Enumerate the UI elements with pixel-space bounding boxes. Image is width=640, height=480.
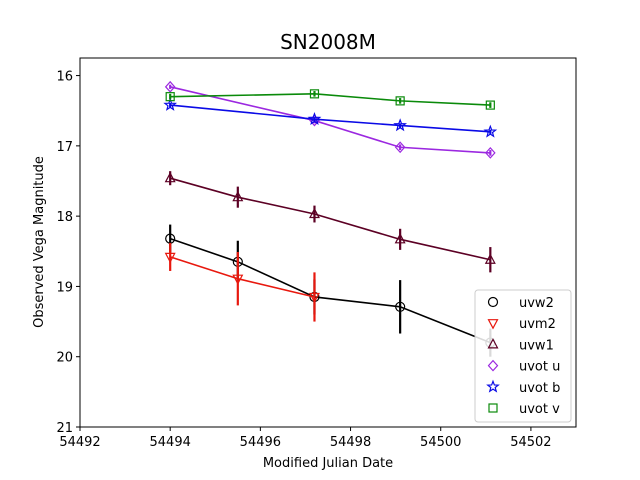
data-point-uvot-v <box>395 96 405 106</box>
series-line-uvm2 <box>169 256 315 298</box>
y-tick-label: 19 <box>56 280 73 295</box>
y-tick-label: 16 <box>56 70 73 85</box>
data-point-uvot-b <box>163 97 178 111</box>
data-point-uvot-u <box>164 80 176 93</box>
data-point-uvw1 <box>164 171 176 183</box>
legend-label-uvot-b: uvot b <box>519 381 560 396</box>
data-point-uvot-v <box>309 89 320 99</box>
series-uvw1 <box>164 171 496 273</box>
legend-marker-uvm2 <box>487 319 499 330</box>
legend-box <box>474 289 572 423</box>
chart-title: SN2008M <box>280 30 376 54</box>
x-tick-label: 54492 <box>59 435 100 450</box>
legend-marker-uvot-b <box>486 379 500 393</box>
x-tick-label: 54496 <box>240 435 281 450</box>
x-tick-label: 54494 <box>150 435 191 450</box>
x-tick-label: 54502 <box>510 435 551 450</box>
data-point-uvw1 <box>308 207 320 219</box>
legend-label-uvot-u: uvot u <box>519 360 560 375</box>
data-point-uvot-v <box>165 92 175 102</box>
data-point-uvw1 <box>394 233 406 244</box>
legend: uvw2 uvm2 uvw1 uvot u uvot b uvot v <box>474 289 572 423</box>
series-line-uvot-u <box>169 86 491 154</box>
legend-marker-uvw2 <box>487 296 499 308</box>
data-point-uvm2 <box>164 252 176 264</box>
legend-label-uvw2: uvw2 <box>519 296 554 311</box>
legend-marker-uvot-u <box>487 359 499 372</box>
data-point-uvot-u <box>394 141 406 154</box>
y-axis-ticks: 16 17 18 19 20 21 <box>56 70 80 436</box>
data-point-uvot-b <box>307 111 322 125</box>
y-axis-label: Observed Vega Magnitude <box>32 156 47 328</box>
plot-marks <box>163 80 498 357</box>
legend-label-uvw1: uvw1 <box>519 338 554 353</box>
data-point-uvot-u <box>485 146 496 159</box>
data-point-uvm2 <box>232 274 244 285</box>
y-tick-label: 21 <box>56 421 73 436</box>
data-point-uvm2 <box>308 292 320 304</box>
data-point-uvw1 <box>484 253 496 264</box>
legend-label-uvot-v: uvot v <box>519 402 560 417</box>
data-point-uvot-b <box>393 118 408 132</box>
legend-marker-uvw1 <box>487 338 499 349</box>
legend-marker-uvot-v <box>488 403 498 413</box>
series-line-uvw1 <box>169 177 491 261</box>
x-tick-label: 54500 <box>420 435 461 450</box>
data-point-uvw1 <box>232 190 244 202</box>
data-point-uvw2 <box>395 301 406 312</box>
x-tick-label: 54498 <box>330 435 371 450</box>
x-axis-ticks: 54492 54494 54496 54498 54500 54502 <box>59 427 552 450</box>
series-line-uvot-b <box>170 104 491 133</box>
series-uvot-b <box>163 97 498 138</box>
y-tick-label: 18 <box>56 210 73 225</box>
x-axis-label: Modified Julian Date <box>263 456 393 471</box>
data-point-uvot-v <box>485 100 495 110</box>
data-point-uvot-b <box>483 124 498 138</box>
series-uvot-v <box>165 89 495 110</box>
y-tick-label: 20 <box>56 351 73 366</box>
series-line-uvot-v <box>170 93 491 106</box>
legend-label-uvm2: uvm2 <box>519 317 556 332</box>
y-tick-label: 17 <box>56 140 73 155</box>
series-uvm2 <box>164 242 320 322</box>
